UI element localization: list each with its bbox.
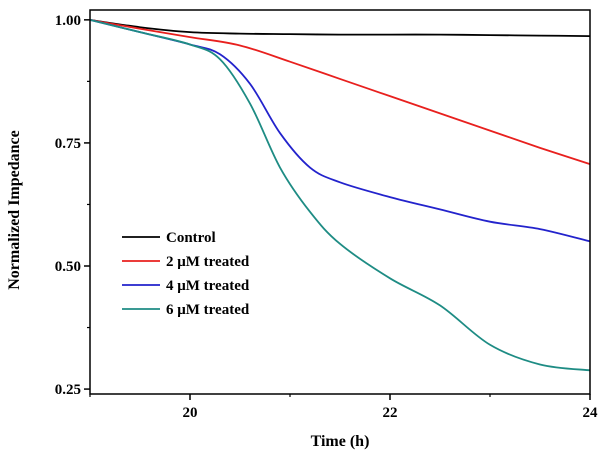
x-tick-label: 24 xyxy=(583,405,599,421)
y-tick-label: 1.00 xyxy=(55,13,81,29)
axes-layer: 20 22 24 0.25 0.50 0.75 1.00 xyxy=(55,13,598,421)
y-tick-label: 0.25 xyxy=(55,382,81,398)
legend-label: 2 μM treated xyxy=(166,254,250,270)
y-tick-label: 0.75 xyxy=(55,136,81,152)
series-line-1 xyxy=(89,18,591,37)
x-axis-label: Time (h) xyxy=(311,433,370,450)
y-tick-label: 0.50 xyxy=(55,259,81,275)
legend: Control 2 μM treated 4 μM treated 6 μM trea… xyxy=(122,230,250,318)
legend-label: 6 μM treated xyxy=(166,302,250,318)
series-line-3 xyxy=(89,18,591,243)
y-axis-label: Normalized Impedance xyxy=(6,130,23,290)
legend-label: Control xyxy=(166,230,216,246)
x-tick-label: 22 xyxy=(383,405,398,421)
series-line-2 xyxy=(89,18,591,165)
series-layer xyxy=(89,18,591,372)
x-tick-label: 20 xyxy=(183,405,198,421)
plot-frame xyxy=(89,9,591,395)
series-line-4 xyxy=(89,18,591,372)
legend-label: 4 μM treated xyxy=(166,278,250,294)
